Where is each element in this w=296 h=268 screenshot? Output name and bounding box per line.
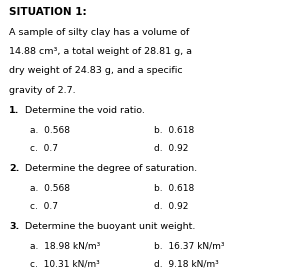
Text: a.  18.98 kN/m³: a. 18.98 kN/m³ (30, 241, 100, 251)
Text: b.  16.37 kN/m³: b. 16.37 kN/m³ (154, 241, 224, 251)
Text: c.  0.7: c. 0.7 (30, 202, 58, 211)
Text: b.  0.618: b. 0.618 (154, 126, 194, 135)
Text: d.  0.92: d. 0.92 (154, 144, 188, 153)
Text: a.  0.568: a. 0.568 (30, 184, 70, 193)
Text: 3.: 3. (9, 222, 19, 231)
Text: c.  10.31 kN/m³: c. 10.31 kN/m³ (30, 260, 99, 268)
Text: Determine the void ratio.: Determine the void ratio. (25, 106, 145, 115)
Text: 1.: 1. (9, 106, 19, 115)
Text: c.  0.7: c. 0.7 (30, 144, 58, 153)
Text: b.  0.618: b. 0.618 (154, 184, 194, 193)
Text: Determine the degree of saturation.: Determine the degree of saturation. (25, 164, 197, 173)
Text: a.  0.568: a. 0.568 (30, 126, 70, 135)
Text: 2.: 2. (9, 164, 19, 173)
Text: gravity of 2.7.: gravity of 2.7. (9, 85, 75, 95)
Text: dry weight of 24.83 g, and a specific: dry weight of 24.83 g, and a specific (9, 66, 183, 75)
Text: A sample of silty clay has a volume of: A sample of silty clay has a volume of (9, 28, 189, 36)
Text: 14.88 cm³, a total weight of 28.81 g, a: 14.88 cm³, a total weight of 28.81 g, a (9, 47, 192, 56)
Text: d.  0.92: d. 0.92 (154, 202, 188, 211)
Text: d.  9.18 kN/m³: d. 9.18 kN/m³ (154, 260, 219, 268)
Text: SITUATION 1:: SITUATION 1: (9, 7, 86, 17)
Text: Determine the buoyant unit weight.: Determine the buoyant unit weight. (25, 222, 196, 231)
